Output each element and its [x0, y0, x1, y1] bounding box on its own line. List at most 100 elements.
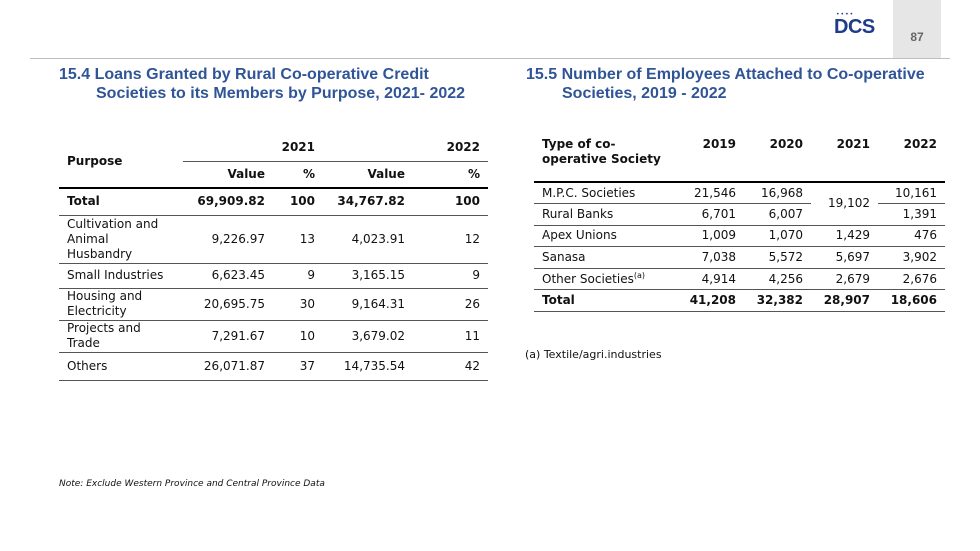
value-2022-header: Value [323, 161, 413, 189]
row-value-2021: 6,623.45 [183, 263, 273, 289]
row-pct-2021: 37 [273, 352, 323, 381]
table-row: Others 26,071.87 37 14,735.54 42 [59, 352, 488, 381]
row-pct-2021: 30 [273, 288, 323, 321]
row-2019: 41,208 [677, 289, 744, 313]
left-title-line2: Societies to its Members by Purpose, 202… [96, 85, 466, 102]
header-divider [30, 58, 950, 59]
row-value-2021: 26,071.87 [183, 352, 273, 381]
row-pct-2022: 26 [413, 288, 488, 321]
row-value-2022: 3,165.15 [323, 263, 413, 289]
table-row: Rural Banks 6,701 6,007 1,391 [534, 203, 945, 226]
right-section-title: 15.5 Number of Employees Attached to Co-… [526, 65, 956, 103]
row-pct-2021: 100 [273, 188, 323, 216]
year-2021-header: 2021 [811, 135, 878, 183]
row-2019: 21,546 [677, 182, 744, 205]
row-value-2022: 3,679.02 [323, 320, 413, 353]
row-pct-2021: 9 [273, 263, 323, 289]
table-row: Sanasa 7,038 5,572 5,697 3,902 [534, 246, 945, 269]
row-value-2021: 69,909.82 [183, 188, 273, 216]
row-value-2022: 4,023.91 [323, 215, 413, 264]
year-2022-header: 2022 [323, 135, 488, 162]
row-purpose: Total [59, 188, 183, 216]
row-2019: 6,701 [677, 203, 744, 226]
row-pct-2022: 11 [413, 320, 488, 353]
data-note: Note: Exclude Western Province and Centr… [59, 479, 325, 489]
row-pct-2022: 12 [413, 215, 488, 264]
row-value-2021: 20,695.75 [183, 288, 273, 321]
table-row: Total 69,909.82 100 34,767.82 100 [59, 188, 488, 216]
row-2020: 32,382 [744, 289, 811, 313]
right-title-line2: Societies, 2019 - 2022 [562, 85, 727, 102]
value-2021-header: Value [183, 161, 273, 189]
row-2022: 3,902 [878, 246, 945, 269]
row-2020: 4,256 [744, 268, 811, 291]
row-purpose: Small Industries [59, 263, 183, 289]
right-title-line1: 15.5 Number of Employees Attached to Co-… [526, 66, 925, 83]
year-2022-header: 2022 [878, 135, 945, 183]
loans-by-purpose-table: Purpose 2021 2022 Value % Value % Total … [59, 135, 488, 381]
pct-2022-header: % [413, 161, 488, 189]
row-type: M.P.C. Societies [534, 182, 677, 205]
table-row: Projects and Trade 7,291.67 10 3,679.02 … [59, 320, 488, 353]
row-2022: 1,391 [878, 203, 945, 226]
left-section-title: 15.4 Loans Granted by Rural Co-operative… [59, 65, 499, 103]
table-row: Cultivation and Animal Husbandry 9,226.9… [59, 215, 488, 264]
table-row: Other Societies(a) 4,914 4,256 2,679 2,6… [534, 268, 945, 291]
row-type: Total [534, 289, 677, 313]
footnote-marker: (a) [633, 270, 645, 280]
row-2022: 476 [878, 225, 945, 248]
year-2021-header: 2021 [183, 135, 323, 162]
page-number-box [893, 0, 941, 58]
page-number: 87 [910, 30, 924, 44]
row-type: Sanasa [534, 246, 677, 269]
table-row: Apex Unions 1,009 1,070 1,429 476 [534, 225, 945, 248]
row-pct-2022: 100 [413, 188, 488, 216]
merged-2021-cell: 19,102 [811, 182, 878, 226]
row-value-2022: 34,767.82 [323, 188, 413, 216]
table-row: Small Industries 6,623.45 9 3,165.15 9 [59, 263, 488, 289]
row-2019: 4,914 [677, 268, 744, 291]
row-type: Apex Unions [534, 225, 677, 248]
row-2021: 1,429 [811, 225, 878, 248]
row-value-2021: 7,291.67 [183, 320, 273, 353]
row-2022: 18,606 [878, 289, 945, 313]
row-2021: 2,679 [811, 268, 878, 291]
year-2020-header: 2020 [744, 135, 811, 183]
row-2020: 6,007 [744, 203, 811, 226]
row-purpose: Cultivation and Animal Husbandry [59, 215, 183, 264]
row-purpose: Others [59, 352, 183, 381]
row-value-2022: 9,164.31 [323, 288, 413, 321]
table-row: Housing and Electricity 20,695.75 30 9,1… [59, 288, 488, 321]
row-type: Rural Banks [534, 203, 677, 226]
row-value-2021: 9,226.97 [183, 215, 273, 264]
row-type-other: Other Societies(a) [534, 268, 677, 291]
pct-2021-header: % [273, 161, 323, 189]
row-pct-2021: 13 [273, 215, 323, 264]
row-2021: 5,697 [811, 246, 878, 269]
type-header: Type of co-operative Society [534, 135, 677, 183]
row-type: Other Societies [542, 271, 634, 286]
row-2021: 28,907 [811, 289, 878, 313]
purpose-header: Purpose [59, 135, 183, 189]
row-pct-2022: 42 [413, 352, 488, 381]
row-2020: 5,572 [744, 246, 811, 269]
left-title-line1: 15.4 Loans Granted by Rural Co-operative… [59, 66, 429, 83]
table-row: Total 41,208 32,382 28,907 18,606 [534, 289, 945, 313]
row-2020: 1,070 [744, 225, 811, 248]
row-pct-2022: 9 [413, 263, 488, 289]
row-value-2022: 14,735.54 [323, 352, 413, 381]
employees-table: Type of co-operative Society 2019 2020 2… [534, 135, 945, 313]
row-pct-2021: 10 [273, 320, 323, 353]
year-2019-header: 2019 [677, 135, 744, 183]
row-2019: 7,038 [677, 246, 744, 269]
row-purpose: Housing and Electricity [59, 288, 183, 321]
logo-dots-icon: •••• [836, 11, 855, 18]
row-2020: 16,968 [744, 182, 811, 205]
table-row: M.P.C. Societies 21,546 16,968 19,102 10… [534, 182, 945, 226]
row-purpose: Projects and Trade [59, 320, 183, 353]
row-2022: 10,161 [878, 182, 945, 205]
row-2019: 1,009 [677, 225, 744, 248]
logo-text: DCS [834, 16, 875, 38]
row-2022: 2,676 [878, 268, 945, 291]
table-footnote: (a) Textile/agri.industries [525, 348, 662, 361]
